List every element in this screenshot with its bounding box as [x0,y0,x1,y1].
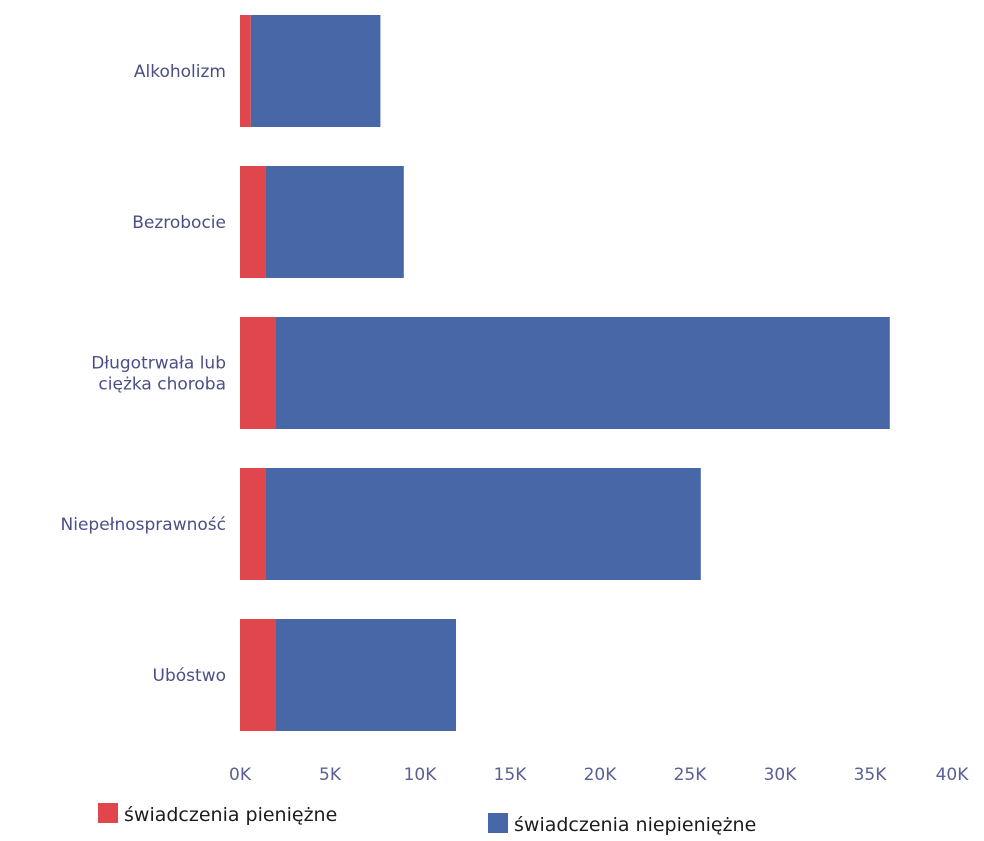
x-axis-ticks: 0K 5K 10K 15K 20K 25K 30K 35K 40K [229,765,969,785]
category-label-3: Niepełnosprawność [61,515,227,535]
category-label-2: Długotrwała lub ciężka choroba [91,354,226,395]
bar-noncash-3 [265,468,701,580]
category-labels: Alkoholizm Bezrobocie Długotrwała lub ciężk… [61,62,227,686]
x-tick-label-1: 5K [319,765,342,785]
bar-cash-1 [240,166,266,278]
legend-swatch-noncash [488,813,508,833]
x-tick-label-2: 10K [404,765,438,785]
bar-noncash-0 [250,15,381,127]
bar-cash-0 [240,15,251,127]
x-tick-label-4: 20K [584,765,618,785]
bar-cash-4 [240,619,276,731]
x-tick-label-5: 25K [674,765,708,785]
x-tick-label-3: 15K [494,765,528,785]
category-label-0: Alkoholizm [134,62,226,82]
legend-label-cash: świadczenia pieniężne [124,804,337,826]
legend: świadczenia pieniężne świadczenia niepie… [98,803,756,836]
bars-group [240,15,890,731]
bar-noncash-2 [276,317,890,429]
legend-label-noncash: świadczenia niepieniężne [514,814,756,836]
bar-cash-3 [240,468,266,580]
bar-noncash-1 [265,166,404,278]
category-label-1: Bezrobocie [132,213,226,233]
x-tick-label-6: 30K [764,765,798,785]
x-tick-label-7: 35K [854,765,888,785]
x-tick-label-0: 0K [229,765,252,785]
bar-cash-2 [240,317,276,429]
legend-swatch-cash [98,803,118,823]
x-tick-label-8: 40K [936,765,970,785]
bar-noncash-4 [276,619,456,731]
category-label-4: Ubóstwo [153,666,226,686]
